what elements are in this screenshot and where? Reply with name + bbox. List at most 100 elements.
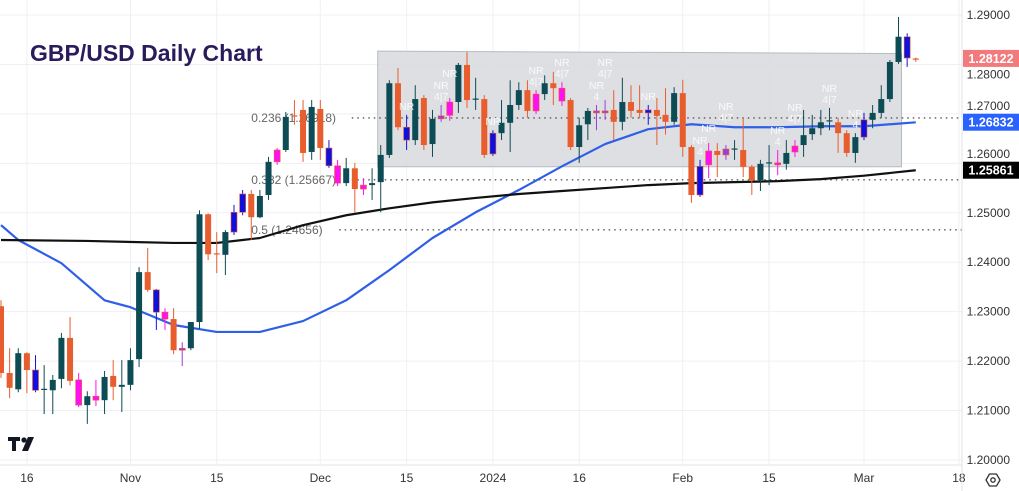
nr-annotation-text: 4|7 [788,113,803,125]
candle [325,140,333,168]
x-tick-label: Dec [310,471,331,485]
moving-average-200-line [0,169,916,245]
candle [170,308,177,355]
candle [895,16,902,64]
candle-body [196,214,203,323]
nr-annotation-text: NR [554,57,570,69]
candle [524,80,531,118]
x-tick-label: 15 [400,471,414,485]
price-label-badge [963,113,1019,131]
candle-body [256,195,263,218]
candle [550,71,557,105]
candle [912,57,919,62]
candle [619,77,626,131]
candle [852,133,859,163]
candle [110,360,117,401]
candle-body [671,93,678,122]
nr-annotation-text: 4|7 [434,91,449,103]
candle-body [153,289,160,313]
candle-body [489,132,497,155]
candle-body [636,109,643,113]
candle-body [800,135,807,146]
candle [403,114,410,150]
candle [334,159,341,187]
candle-body [774,162,782,166]
candle [869,104,876,129]
x-tick-label: 2024 [480,471,507,485]
price-label-badge [963,161,1019,179]
nr-annotation-text: NR [589,80,605,92]
candle-body [118,384,125,387]
x-tick-label: Feb [672,471,693,485]
candle [317,100,324,160]
candle-body [860,119,868,138]
candle-body [412,99,419,141]
candle-body [472,98,479,100]
x-tick-label: 16 [573,471,587,485]
tradingview-logo-icon[interactable] [8,437,34,451]
candle [437,104,445,122]
candle-body [170,319,177,351]
candle [41,365,48,415]
candle-body [325,147,333,167]
candle-body [610,109,617,122]
price-label-badge [963,49,1019,67]
candle-body [826,120,833,122]
candle-body [550,83,557,89]
y-tick-label: 1.27000 [967,99,1011,113]
candle-body [601,110,609,114]
candle-body [369,183,376,186]
candle [757,159,764,192]
fib-level-label: 0.236 (1.26918) [251,111,336,125]
candle [584,107,591,141]
candle [239,190,246,216]
x-tick-label: Mar [854,471,875,485]
candle-body [653,109,660,116]
nr-annotation-text: NR [641,91,657,103]
candle-body [127,360,134,385]
candle-body [644,109,652,114]
candle [75,372,82,408]
x-tick-label: 15 [762,471,776,485]
candle-body [58,337,65,379]
candle [809,114,816,141]
nr-annotation-text: NR [822,83,838,95]
candle [679,79,686,157]
candle [567,98,574,150]
candle-body [696,166,704,196]
y-tick-label: 1.20000 [967,453,1011,467]
candle-body [731,148,738,150]
x-tick-label: 16 [20,471,34,485]
settings-icon[interactable] [985,473,1001,487]
candle-body [403,126,410,141]
candle-body [869,112,876,120]
candle [213,232,220,274]
candle [774,149,782,176]
nr-annotation-text: 4 [594,91,600,103]
candle-body [360,184,367,190]
candle-body [895,36,902,62]
candle-body [783,152,790,164]
y-tick-label: 1.29000 [967,8,1011,22]
nr-annotation-text: NR [701,123,717,135]
candle-body [144,272,151,290]
candle [446,98,454,121]
candle-body [291,115,298,117]
candle-body [817,122,824,129]
candle [800,109,807,157]
candle-body [662,114,669,122]
candle [49,374,56,415]
candle [627,85,634,118]
x-tick-label: 18 [952,471,966,485]
nr-annotation-text: NR [770,125,786,137]
candle-body [627,102,634,111]
nr-annotation-text: 4|7 [598,68,613,80]
candle [740,117,747,178]
candle-body [308,106,315,152]
nr-annotation-text: NR [528,65,544,77]
candle-body [446,101,454,116]
candle [196,210,203,329]
candle [507,80,514,152]
